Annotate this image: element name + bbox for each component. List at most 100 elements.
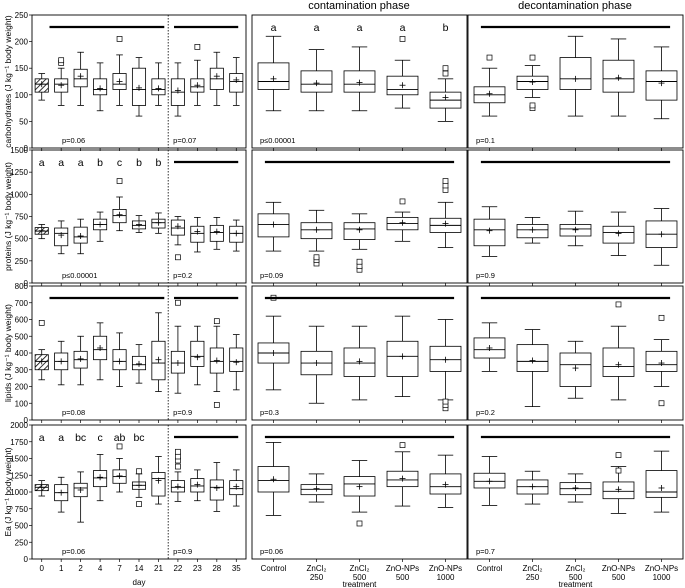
panel-2-1: p=0.3 xyxy=(251,285,468,423)
panel-1-0: a a a b c b b p≤0.00001 p=0.2 xyxy=(31,149,247,286)
y-tick-label: 1000 xyxy=(10,190,28,199)
y-axis-label: proteins (J kg⁻¹ body weight) xyxy=(3,162,13,271)
outlier xyxy=(213,318,220,325)
box-6 xyxy=(151,472,166,497)
p-value: p=0.1 xyxy=(476,136,495,145)
p-value-contamination: p=0.06 xyxy=(62,136,85,145)
x-tick-label-treatment: Control xyxy=(477,564,503,573)
outlier xyxy=(399,198,406,205)
chart-row-1: proteins (J kg⁻¹ body weight) 0 250 500 750 1… xyxy=(3,146,684,288)
significance-letter: a xyxy=(39,432,45,444)
p-value-decontamination: p=0.9 xyxy=(173,547,192,556)
y-tick-label: 250 xyxy=(15,538,29,547)
significance-letter: a xyxy=(58,432,64,444)
outlier xyxy=(38,320,45,326)
outlier xyxy=(175,448,181,455)
chart-row-0: carbohydrates (J kg⁻¹ body weight) 0 50 100… xyxy=(3,11,684,153)
outlier xyxy=(136,468,142,475)
significance-letter: c xyxy=(97,432,102,444)
y-axis-label: carbohydrates (J kg⁻¹ body weight) xyxy=(3,15,13,148)
y-tick-label: 2000 xyxy=(10,421,28,430)
x-tick-label-treatment: ZnCl₂ xyxy=(566,564,586,573)
significance-letter: a xyxy=(78,157,84,169)
y-tick-label: 700 xyxy=(15,299,29,308)
y-tick-label: 1500 xyxy=(10,455,28,464)
x-axis-label-treatment: treatment xyxy=(559,580,594,588)
outlier xyxy=(356,520,363,527)
x-tick-label-treatment-dose: 250 xyxy=(526,573,540,582)
outlier xyxy=(356,258,363,265)
outlier xyxy=(313,254,320,261)
outlier xyxy=(615,467,622,474)
outlier xyxy=(213,402,220,408)
y-tick-label: 200 xyxy=(15,383,29,392)
panel-3-0: a a bc c ab bcp=0.06 p=0.9 xyxy=(31,424,247,562)
outlier xyxy=(58,57,65,64)
x-tick-label-day: 22 xyxy=(173,564,182,573)
p-value: p=0.09 xyxy=(260,271,283,280)
y-tick-label: 600 xyxy=(15,316,29,325)
x-axis-label-treatment: treatment xyxy=(343,580,378,588)
x-tick-label-day: 35 xyxy=(232,564,241,573)
significance-letter: c xyxy=(117,157,122,169)
x-tick-label-day: 7 xyxy=(117,564,122,573)
box-4 xyxy=(645,470,678,498)
y-tick-label: 1750 xyxy=(10,438,28,447)
significance-letter: a xyxy=(58,157,64,169)
p-value-contamination: p≤0.00001 xyxy=(62,271,97,280)
y-tick-label: 400 xyxy=(15,349,29,358)
y-tick-label: 0 xyxy=(24,555,29,564)
y-axis-label: Ea (J kg⁻¹ body weight) xyxy=(3,447,13,536)
significance-letter: a xyxy=(357,22,363,34)
y-tick-label: 800 xyxy=(15,282,29,291)
p-value-contamination: p=0.06 xyxy=(62,547,85,556)
outlier xyxy=(658,400,665,407)
significance-letter: a xyxy=(39,157,45,169)
p-value-decontamination: p=0.2 xyxy=(173,271,192,280)
significance-letter: b xyxy=(443,22,449,34)
chart-row-3: Ea (J kg⁻¹ body weight) 0 250 500 750 1000 125… xyxy=(3,421,684,564)
significance-letter: b xyxy=(156,157,162,169)
outlier xyxy=(486,54,493,61)
y-tick-label: 750 xyxy=(15,213,29,222)
y-tick-label: 250 xyxy=(15,257,29,266)
y-tick-label: 300 xyxy=(15,366,29,375)
y-tick-label: 1250 xyxy=(10,471,28,480)
p-value: p=0.9 xyxy=(476,271,495,280)
outlier xyxy=(116,178,123,184)
outlier xyxy=(442,398,449,405)
significance-letter: bc xyxy=(133,432,144,444)
outlier xyxy=(615,452,622,458)
y-tick-label: 250 xyxy=(15,11,29,20)
x-tick-label-day: 28 xyxy=(212,564,221,573)
y-tick-label: 500 xyxy=(15,235,29,244)
p-value: p=0.7 xyxy=(476,547,495,556)
x-tick-label-treatment-dose: 500 xyxy=(612,573,626,582)
significance-letter: a xyxy=(400,22,406,34)
panel-2-0: p=0.08 p=0.9 xyxy=(31,285,247,423)
x-tick-label-treatment-dose: 500 xyxy=(569,573,583,582)
x-tick-label-treatment: ZnCl₂ xyxy=(523,564,543,573)
outlier xyxy=(442,178,449,184)
x-tick-label-treatment: ZnO-NPs xyxy=(429,564,462,573)
x-tick-label-treatment: ZnO-NPs xyxy=(645,564,678,573)
x-tick-label-day: 4 xyxy=(98,564,103,573)
y-tick-label: 200 xyxy=(15,38,29,47)
x-tick-label-treatment: ZnCl₂ xyxy=(350,564,370,573)
y-tick-label: 100 xyxy=(15,399,29,408)
p-value-decontamination: p=0.9 xyxy=(173,408,192,417)
significance-letter: b xyxy=(97,157,103,169)
outlier xyxy=(136,501,142,507)
y-tick-label: 1500 xyxy=(10,146,28,155)
y-tick-label: 500 xyxy=(15,332,29,341)
y-tick-label: 500 xyxy=(15,522,29,531)
x-tick-label-day: 1 xyxy=(59,564,64,573)
x-tick-label-day: 14 xyxy=(135,564,144,573)
y-tick-label: 0 xyxy=(24,279,29,288)
y-tick-label: 150 xyxy=(15,64,29,73)
x-tick-label-day: 23 xyxy=(193,564,202,573)
outlier xyxy=(175,463,181,470)
outlier xyxy=(615,301,622,308)
y-tick-label: 50 xyxy=(19,117,28,126)
p-value: p=0.3 xyxy=(260,408,279,417)
